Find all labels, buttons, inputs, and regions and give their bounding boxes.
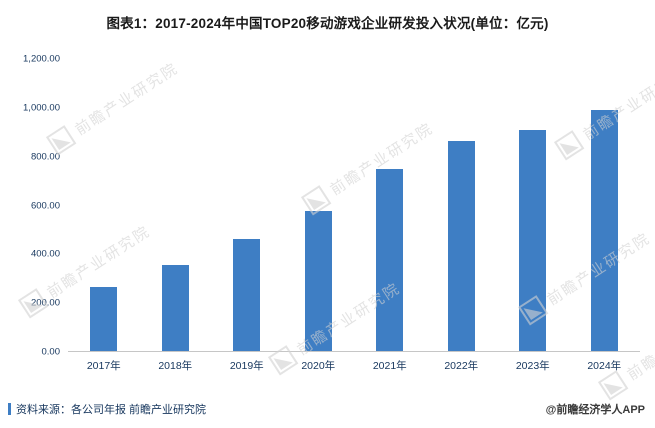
x-tick-label: 2019年	[229, 360, 264, 372]
source-text: 资料来源：各公司年报 前瞻产业研究院	[16, 404, 207, 416]
x-tick-label: 2020年	[301, 360, 336, 372]
y-tick-label: 1,200.00	[23, 53, 60, 65]
x-tick-label: 2018年	[158, 360, 193, 372]
x-tick-label: 2017年	[86, 360, 121, 372]
x-tick-label: 2023年	[515, 360, 550, 372]
footer: 资料来源：各公司年报 前瞻产业研究院 @前瞻经济学人APP	[8, 401, 645, 417]
source-marker-icon	[8, 403, 11, 415]
x-tick-label: 2022年	[444, 360, 479, 372]
x-axis: 2017年 2018年 2019年 2020年 2021年 2022年 2023年 2024年	[68, 358, 640, 373]
bar-2019年	[233, 239, 261, 351]
bar-column	[211, 59, 283, 351]
bar-2017年	[90, 286, 118, 351]
bar-2024年	[590, 110, 618, 351]
chart-title: 图表1：2017-2024年中国TOP20移动游戏企业研发投入状况(单位：亿元)	[106, 16, 549, 31]
bar-2020年	[304, 211, 332, 351]
bar-column	[140, 59, 212, 351]
y-tick-label: 800.00	[30, 151, 60, 163]
source-note: 资料来源：各公司年报 前瞻产业研究院	[8, 401, 206, 417]
attribution: @前瞻经济学人APP	[545, 404, 645, 416]
qianzhan-logo-icon	[597, 370, 629, 401]
plot-area	[68, 59, 640, 352]
bar-2023年	[519, 129, 547, 351]
bar-column	[283, 59, 355, 351]
bar-column	[68, 59, 140, 351]
bar-column	[354, 59, 426, 351]
bar-column	[569, 59, 641, 351]
y-tick-label: 400.00	[30, 248, 60, 260]
bar-2018年	[161, 264, 189, 351]
y-tick-label: 1,000.00	[23, 102, 60, 114]
bar-column	[426, 59, 498, 351]
bar-column	[497, 59, 569, 351]
bar-2022年	[447, 140, 475, 351]
x-tick-label: 2024年	[587, 360, 622, 372]
bars-container	[68, 59, 640, 351]
y-tick-label: 600.00	[30, 200, 60, 211]
y-tick-label: 200.00	[30, 297, 60, 309]
bar-2021年	[376, 168, 404, 351]
x-tick-label: 2021年	[372, 360, 407, 372]
y-tick-label: 0.00	[41, 346, 61, 358]
y-axis: 0.00 200.00 400.00 600.00 800.00 1,000.00 1,20…	[8, 54, 60, 358]
